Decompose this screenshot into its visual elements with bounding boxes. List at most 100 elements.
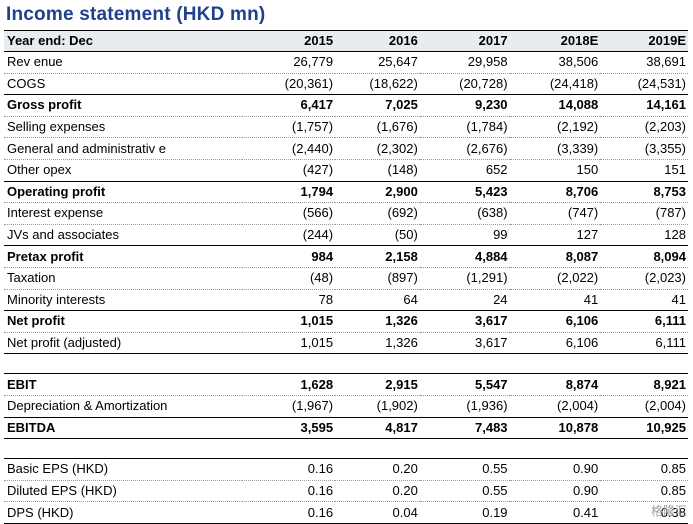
cell-value: 99 [419, 224, 510, 247]
cell-value: 0.85 [600, 480, 688, 503]
cell-value: 14,161 [600, 94, 688, 117]
table-row: Gross profit 6,417 7,025 9,230 14,088 14… [4, 94, 688, 117]
row-label: Gross profit [4, 94, 243, 117]
table-row: Operating profit 1,794 2,900 5,423 8,706… [4, 181, 688, 204]
cell-value: 652 [419, 159, 510, 182]
cell-value: 6,106 [509, 332, 601, 355]
cell-value: (692) [335, 202, 420, 225]
cell-value: (1,967) [242, 395, 336, 418]
header-year: 2019E [600, 30, 688, 52]
row-label: DPS (HKD) [4, 501, 243, 524]
cell-value: 127 [509, 224, 601, 247]
cell-value: 8,753 [600, 181, 688, 204]
cell-value: (427) [242, 159, 336, 182]
cell-value: (20,728) [419, 73, 510, 96]
header-year: 2016 [335, 30, 420, 52]
row-label: Minority interests [4, 289, 243, 312]
cell-value: 8,094 [600, 245, 688, 268]
cell-value: 6,111 [600, 310, 688, 333]
cell-value: 38,506 [509, 51, 601, 74]
cell-value: (48) [242, 267, 336, 290]
cell-value: (747) [509, 202, 601, 225]
table-row: Interest expense (566) (692) (638) (747)… [4, 202, 688, 225]
cell-value: (244) [242, 224, 336, 247]
cell-value: 0.55 [419, 480, 510, 503]
row-label: Net profit [4, 310, 243, 333]
row-label: JVs and associates [4, 224, 243, 247]
cell-value: 984 [242, 245, 336, 268]
cell-value: (2,192) [509, 116, 601, 139]
row-label: Diluted EPS (HKD) [4, 480, 243, 503]
cell-value: 7,483 [419, 417, 510, 440]
cell-value: 0.04 [335, 501, 420, 524]
row-label: Operating profit [4, 181, 243, 204]
cell-value: 24 [419, 289, 510, 312]
cell-value: 0.16 [242, 501, 336, 524]
cell-value: 14,088 [509, 94, 601, 117]
cell-value: 26,779 [242, 51, 336, 74]
cell-value: (897) [335, 267, 420, 290]
table-row: Depreciation & Amortization (1,967) (1,9… [4, 395, 688, 418]
cell-value: (2,676) [419, 137, 510, 160]
cell-value: 0.19 [419, 501, 510, 524]
cell-value: 10,925 [600, 417, 688, 440]
cell-value: 1,326 [335, 332, 420, 355]
cell-value: 6,417 [242, 94, 336, 117]
cell-value: 0.16 [242, 458, 336, 481]
cell-value: 1,015 [242, 310, 336, 333]
cell-value: 38,691 [600, 51, 688, 74]
cell-value: (3,339) [509, 137, 601, 160]
row-label: Basic EPS (HKD) [4, 458, 243, 481]
table-row: Minority interests 78 64 24 41 41 [4, 289, 688, 312]
cell-value: 2,900 [335, 181, 420, 204]
table-row: Basic EPS (HKD) 0.16 0.20 0.55 0.90 0.85 [4, 458, 688, 481]
cell-value: 6,106 [509, 310, 601, 333]
header-year: 2015 [242, 30, 336, 52]
cell-value: (2,440) [242, 137, 336, 160]
cell-value: 0.20 [335, 480, 420, 503]
table-row: General and administrativ e (2,440) (2,3… [4, 137, 688, 160]
cell-value: 29,958 [419, 51, 510, 74]
cell-value: 0.16 [242, 480, 336, 503]
row-label: General and administrativ e [4, 137, 243, 160]
cell-value: (24,418) [509, 73, 601, 96]
table-row: Diluted EPS (HKD) 0.16 0.20 0.55 0.90 0.… [4, 480, 688, 503]
cell-value: 10,878 [509, 417, 601, 440]
table-row: Rev enue 26,779 25,647 29,958 38,506 38,… [4, 51, 688, 74]
cell-value: 1,628 [242, 373, 336, 396]
cell-value: 0.41 [509, 501, 601, 524]
cell-value: 8,706 [509, 181, 601, 204]
cell-value: (1,757) [242, 116, 336, 139]
cell-value: (2,004) [600, 395, 688, 418]
cell-value: 0.85 [600, 458, 688, 481]
cell-value: 3,595 [242, 417, 336, 440]
table-row: COGS (20,361) (18,622) (20,728) (24,418)… [4, 73, 688, 96]
table-row: EBIT 1,628 2,915 5,547 8,874 8,921 [4, 373, 688, 396]
cell-value: 0.55 [419, 458, 510, 481]
cell-value: 3,617 [419, 332, 510, 355]
cell-value: 4,884 [419, 245, 510, 268]
cell-value: 2,915 [335, 373, 420, 396]
row-label: Net profit (adjusted) [4, 332, 243, 355]
cell-value: (148) [335, 159, 420, 182]
cell-value: 8,874 [509, 373, 601, 396]
cell-value: (1,936) [419, 395, 510, 418]
row-label: Pretax profit [4, 245, 243, 268]
cell-value: 5,423 [419, 181, 510, 204]
cell-value: 0.90 [509, 480, 601, 503]
row-label: EBIT [4, 373, 243, 396]
cell-value: (787) [600, 202, 688, 225]
row-label: Rev enue [4, 51, 243, 74]
cell-value: (2,302) [335, 137, 420, 160]
row-label: Taxation [4, 267, 243, 290]
cell-value: (2,203) [600, 116, 688, 139]
table-row: Other opex (427) (148) 652 150 151 [4, 159, 688, 182]
cell-value: 128 [600, 224, 688, 247]
spacer-row [4, 354, 688, 374]
header-year: 2017 [419, 30, 510, 52]
cell-value: (1,784) [419, 116, 510, 139]
watermark-logo: 格隆汇 [650, 504, 687, 518]
table-row: Selling expenses (1,757) (1,676) (1,784)… [4, 116, 688, 139]
cell-value: 151 [600, 159, 688, 182]
cell-value: 78 [242, 289, 336, 312]
